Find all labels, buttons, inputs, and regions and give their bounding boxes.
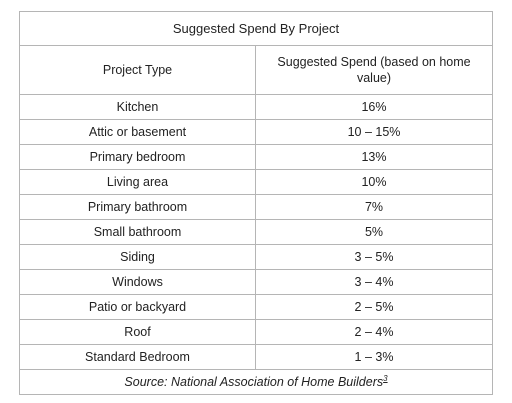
table-title-row: Suggested Spend By Project <box>18 11 494 46</box>
table-row: Small bathroom 5% <box>19 219 494 245</box>
table-row: Living area 10% <box>19 169 494 195</box>
table-row: Standard Bedroom 1 – 3% <box>19 344 494 370</box>
table-title: Suggested Spend By Project <box>18 11 494 46</box>
spend-cell: 2 – 4% <box>254 319 494 345</box>
header-project-type: Project Type <box>19 45 256 95</box>
project-cell: Attic or basement <box>19 119 256 145</box>
spend-cell: 10% <box>254 169 494 195</box>
project-cell: Standard Bedroom <box>19 344 256 370</box>
spend-cell: 3 – 4% <box>254 269 494 295</box>
table-row: Siding 3 – 5% <box>19 244 494 270</box>
project-cell: Roof <box>19 319 256 345</box>
spend-cell: 1 – 3% <box>254 344 494 370</box>
table-row: Windows 3 – 4% <box>19 269 494 295</box>
spend-cell: 16% <box>254 94 494 120</box>
spend-table: Suggested Spend By Project Project Type … <box>18 11 494 395</box>
spend-cell: 7% <box>254 194 494 220</box>
table-row: Primary bathroom 7% <box>19 194 494 220</box>
table-row: Attic or basement 10 – 15% <box>19 119 494 145</box>
table-header-row: Project Type Suggested Spend (based on h… <box>19 45 494 95</box>
project-cell: Patio or backyard <box>19 294 256 320</box>
project-cell: Primary bedroom <box>19 144 256 170</box>
table-row: Roof 2 – 4% <box>19 319 494 345</box>
project-cell: Primary bathroom <box>19 194 256 220</box>
spend-cell: 13% <box>254 144 494 170</box>
project-cell: Siding <box>19 244 256 270</box>
project-cell: Living area <box>19 169 256 195</box>
table-row: Primary bedroom 13% <box>19 144 494 170</box>
spend-cell: 3 – 5% <box>254 244 494 270</box>
table-source-row: Source: National Association of Home Bui… <box>18 369 494 395</box>
spend-cell: 5% <box>254 219 494 245</box>
header-suggested-spend: Suggested Spend (based on home value) <box>254 45 494 95</box>
source-text: Source: National Association of Home Bui… <box>124 375 384 389</box>
project-cell: Windows <box>19 269 256 295</box>
spend-cell: 2 – 5% <box>254 294 494 320</box>
spend-table-container: Suggested Spend By Project Project Type … <box>18 11 494 395</box>
table-row: Kitchen 16% <box>19 94 494 120</box>
footnote-link[interactable]: 3 <box>383 373 388 383</box>
project-cell: Small bathroom <box>19 219 256 245</box>
spend-cell: 10 – 15% <box>254 119 494 145</box>
source-note: Source: National Association of Home Bui… <box>18 369 494 395</box>
table-row: Patio or backyard 2 – 5% <box>19 294 494 320</box>
project-cell: Kitchen <box>19 94 256 120</box>
